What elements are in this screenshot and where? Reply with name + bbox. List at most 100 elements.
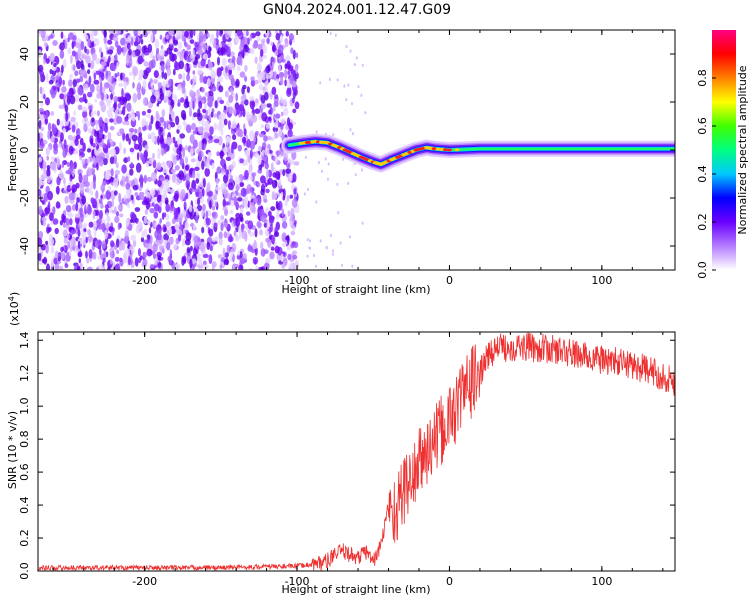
spectrogram-speckle bbox=[52, 40, 58, 46]
spectrogram-speckle bbox=[41, 216, 47, 222]
spectrogram-speckle bbox=[122, 132, 126, 141]
spectrogram-speckle bbox=[228, 62, 235, 71]
spectrogram-speckle bbox=[101, 222, 106, 233]
spectrogram-speckle bbox=[293, 241, 299, 249]
spectrogram-speckle bbox=[163, 179, 170, 188]
spectrogram-speckle bbox=[278, 128, 283, 137]
spectrogram-speckle bbox=[95, 190, 99, 200]
spectrogram-speckle bbox=[96, 92, 102, 99]
spectrogram-speckle bbox=[90, 59, 95, 70]
y-tick-label: 1.4 bbox=[18, 331, 31, 349]
spectrogram-speckle bbox=[235, 212, 241, 219]
spectrogram-speckle bbox=[197, 197, 201, 206]
spectrogram-speckle bbox=[162, 166, 168, 174]
spectrogram-speckle bbox=[139, 191, 145, 197]
spectrogram-speckle bbox=[70, 54, 73, 64]
spectrogram-speckle bbox=[63, 236, 68, 244]
spectrogram-speckle bbox=[261, 54, 267, 59]
spectrogram-speckle bbox=[187, 65, 190, 75]
spectrogram-speckle bbox=[217, 135, 223, 146]
spectrogram-speckle bbox=[292, 254, 298, 260]
spectrogram-speckle bbox=[345, 98, 348, 102]
spectrogram-speckle bbox=[276, 78, 280, 83]
spectrogram-speckle bbox=[157, 261, 162, 269]
spectrogram-speckle bbox=[81, 106, 88, 112]
spectrogram-speckle bbox=[120, 37, 126, 46]
spectrogram-speckle bbox=[89, 83, 95, 94]
spectrogram-speckle bbox=[249, 130, 255, 140]
spectrogram-speckle bbox=[256, 62, 262, 72]
spectrogram-speckle bbox=[123, 147, 126, 155]
spectrogram-speckle bbox=[287, 70, 291, 75]
spectrogram-speckle bbox=[192, 82, 195, 89]
spectrogram-speckle bbox=[332, 133, 335, 137]
chart-title: GN04.2024.001.12.47.G09 bbox=[262, 2, 452, 18]
spectrogram-speckle bbox=[178, 73, 183, 80]
y-tick-label: 1.2 bbox=[18, 364, 31, 382]
spectrogram-speckle bbox=[225, 66, 228, 74]
spectrogram-speckle bbox=[148, 60, 154, 70]
spectrogram-speckle bbox=[38, 132, 41, 142]
spectrogram-speckle bbox=[207, 210, 212, 217]
spectrogram-speckle bbox=[71, 184, 78, 193]
spectrogram-speckle bbox=[321, 169, 323, 173]
spectrogram-speckle bbox=[354, 173, 357, 177]
spectrogram-speckle bbox=[128, 71, 133, 76]
spectrogram-speckle bbox=[50, 111, 55, 116]
spectrogram-speckle bbox=[43, 256, 48, 265]
spectrogram-speckle bbox=[249, 175, 253, 181]
spectrogram-speckle bbox=[178, 60, 185, 70]
spectrogram-speckle bbox=[211, 211, 218, 219]
spectrogram-speckle bbox=[198, 31, 204, 41]
y-tick-label: 1.0 bbox=[18, 397, 31, 415]
spectrogram-speckle bbox=[216, 30, 219, 39]
spectrogram-speckle bbox=[77, 251, 83, 258]
spectrogram-speckle bbox=[130, 234, 137, 241]
spectrogram-speckle bbox=[107, 49, 114, 55]
spectrogram-speckle bbox=[181, 34, 185, 42]
spectrogram-speckle bbox=[88, 75, 92, 85]
spectrogram-speckle bbox=[103, 117, 110, 124]
spectrogram-speckle bbox=[309, 246, 312, 250]
spectrogram-speckle bbox=[113, 100, 117, 110]
spectrogram-speckle bbox=[347, 83, 350, 87]
spectrogram-speckle bbox=[65, 205, 72, 213]
spectrogram-speckle bbox=[225, 100, 231, 109]
spectrogram-speckle bbox=[93, 30, 98, 37]
spectrogram-speckle bbox=[336, 182, 339, 186]
spectrogram-speckle bbox=[287, 210, 291, 217]
spectrogram-speckle bbox=[267, 177, 274, 185]
spectrogram-speckle bbox=[176, 30, 182, 37]
spectrogram-speckle bbox=[45, 244, 49, 254]
spectrogram-speckle bbox=[122, 106, 126, 116]
spectrogram-speckle bbox=[128, 128, 135, 133]
spectrogram-speckle bbox=[257, 157, 262, 166]
spectrogram-speckle bbox=[275, 150, 282, 156]
spectrogram-speckle bbox=[93, 228, 97, 237]
spectrogram-speckle bbox=[341, 263, 343, 267]
spectrogram-speckle bbox=[264, 81, 269, 86]
spectrogram-speckle bbox=[103, 148, 109, 154]
spectrogram-speckle bbox=[64, 263, 69, 269]
spectrogram-speckle bbox=[142, 79, 147, 90]
spectrogram-speckle bbox=[104, 124, 109, 133]
spectrogram-speckle bbox=[259, 229, 263, 236]
spectrogram-speckle bbox=[109, 258, 113, 265]
colorbar: 0.0 0.2 0.4 0.6 0.8 Normalized spectral ampl… bbox=[696, 30, 749, 279]
spectrogram-speckle bbox=[71, 204, 77, 211]
spectrogram-speckle bbox=[117, 82, 124, 88]
spectrogram-speckle bbox=[181, 85, 186, 94]
spectrogram-speckle bbox=[45, 58, 50, 64]
spectrogram-speckle bbox=[204, 131, 209, 140]
spectrogram-speckle bbox=[189, 258, 193, 269]
spectrogram-speckle bbox=[309, 239, 312, 243]
spectrogram-speckle bbox=[88, 221, 94, 228]
spectrogram-speckle bbox=[246, 30, 249, 37]
spectrogram-speckle bbox=[252, 43, 258, 49]
spectrogram-speckle bbox=[173, 60, 178, 71]
spectrogram-speckle bbox=[263, 249, 269, 254]
spectrogram-speckle bbox=[246, 37, 250, 45]
spectrogram-speckle bbox=[50, 246, 55, 254]
spectrogram-speckle bbox=[119, 213, 124, 218]
spectrogram-speckle bbox=[292, 225, 296, 232]
